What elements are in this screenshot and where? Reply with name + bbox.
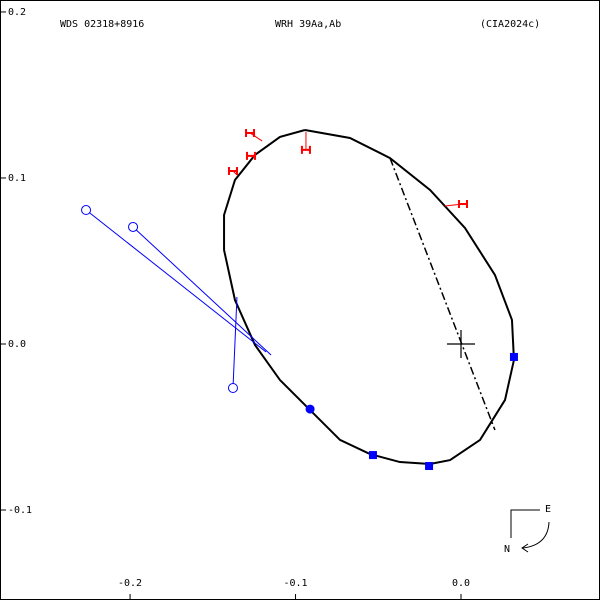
measurement-square — [509, 352, 518, 361]
compass-arrowhead — [521, 543, 529, 553]
x-tick-label: -0.1 — [283, 578, 307, 589]
measurement-h — [245, 128, 256, 137]
annotation: (CIA2024c) — [480, 19, 540, 30]
orbit — [223, 129, 515, 466]
chart-title: WDS 02318+8916 — [60, 19, 144, 30]
compass-axes — [510, 509, 540, 538]
residual — [232, 296, 238, 389]
measurement-h — [457, 200, 468, 209]
measurement-square — [368, 451, 377, 460]
measurement-dot — [305, 404, 315, 414]
x-tick-label: -0.2 — [118, 578, 142, 589]
subtitle: WRH 39Aa,Ab — [275, 19, 341, 30]
measurement-h — [246, 151, 257, 160]
y-tick-label: -0.1 — [8, 505, 32, 516]
measurement-circle — [227, 382, 238, 393]
line-of-nodes — [389, 157, 496, 431]
measurement-circle — [128, 221, 139, 232]
x-tick-label: 0.0 — [452, 578, 470, 589]
y-tick-label: 0.2 — [8, 7, 26, 18]
residual — [249, 132, 263, 142]
measurement-h — [300, 145, 311, 154]
y-tick-label: 0.1 — [8, 173, 26, 184]
compass-north: N — [504, 544, 510, 555]
compass-arrow — [522, 521, 550, 549]
residual — [85, 209, 267, 353]
measurement-circle — [81, 205, 92, 216]
compass — [510, 509, 550, 553]
y-tick-label: 0.0 — [8, 339, 26, 350]
residual — [132, 226, 272, 356]
measurement-square — [425, 462, 434, 471]
measurement-h — [227, 167, 238, 176]
compass-east: E — [545, 504, 551, 515]
